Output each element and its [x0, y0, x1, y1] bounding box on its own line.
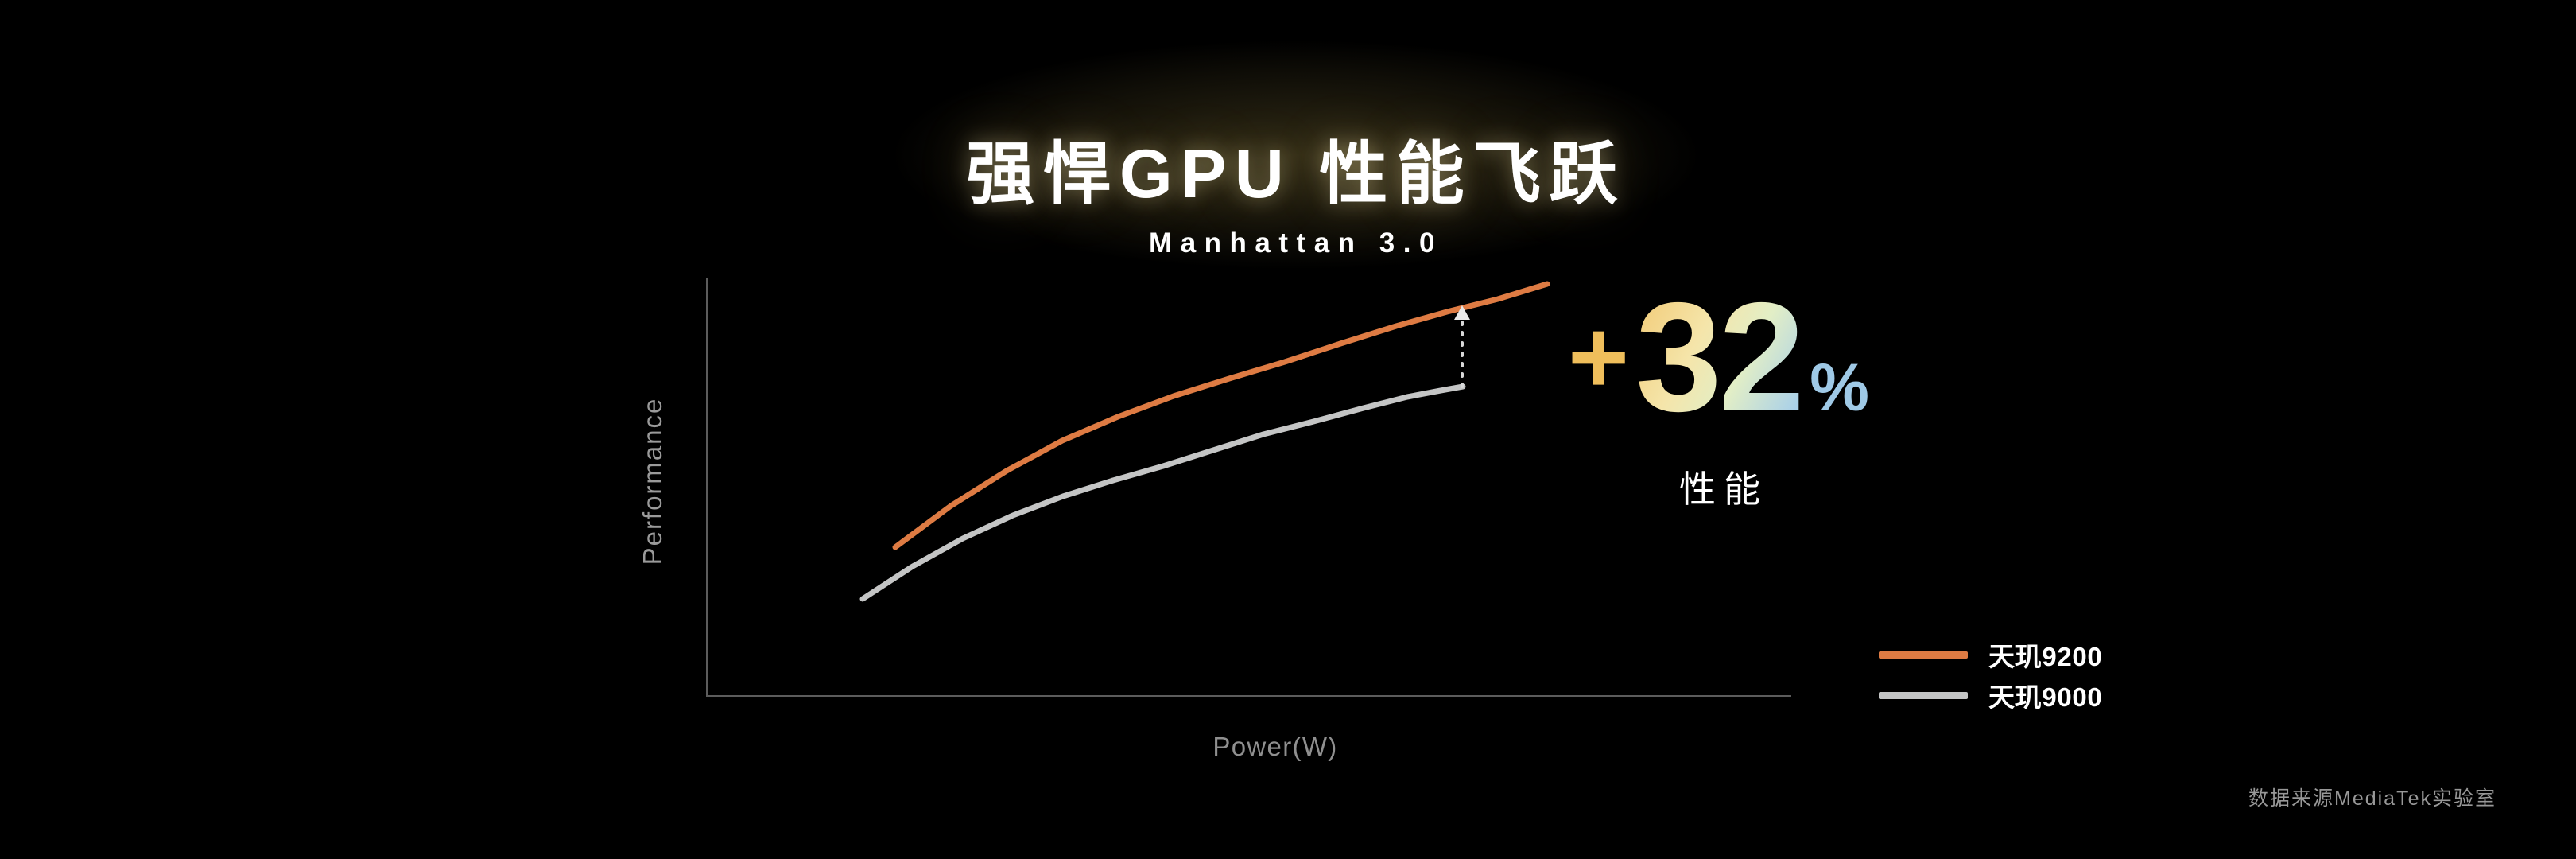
- legend-label-dimensity-9200: 天玑9200: [1988, 642, 2103, 671]
- x-axis-label: Power(W): [1212, 732, 1338, 761]
- y-axis-label: Performance: [638, 397, 667, 566]
- benchmark-subtitle: Manhattan 3.0: [1149, 227, 1443, 258]
- data-source-note: 数据来源MediaTek实验室: [2248, 787, 2496, 810]
- uplift-value-row: + 32 %: [1568, 280, 1869, 435]
- slide-title: 强悍GPU 性能飞跃: [966, 136, 1626, 212]
- uplift-plus-sign: +: [1568, 298, 1630, 415]
- uplift-percent-sign: %: [1810, 350, 1869, 425]
- legend-label-dimensity-9000: 天玑9000: [1988, 682, 2103, 712]
- legend-item-dimensity-9000: 天玑9000: [1879, 679, 2103, 712]
- uplift-annotation: + 32 % 性能: [1568, 280, 1869, 513]
- legend-line-swatch-gray: [1879, 691, 1968, 699]
- chart-legend: 天玑9200 天玑9000: [1879, 639, 2102, 720]
- uplift-metric-label: 性能: [1679, 468, 1769, 510]
- legend-line-swatch-orange: [1879, 651, 1968, 659]
- uplift-value: 32: [1635, 270, 1805, 444]
- legend-item-dimensity-9200: 天玑9200: [1879, 639, 2102, 671]
